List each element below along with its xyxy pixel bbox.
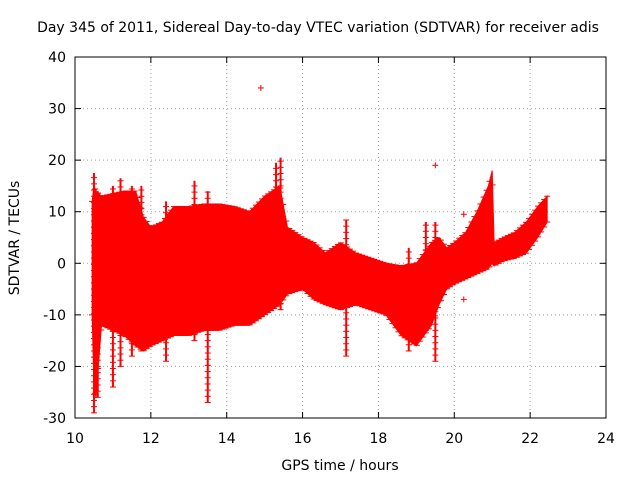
- x-axis-label: GPS time / hours: [281, 458, 398, 474]
- y-tick-label: -20: [43, 359, 66, 375]
- sdtvar-envelope: [91, 170, 548, 398]
- outlier-point: [460, 296, 467, 303]
- x-tick-label: 20: [445, 431, 463, 447]
- outlier-point: [460, 211, 467, 218]
- y-axis-label: SDTVAR / TECUs: [7, 181, 23, 296]
- outlier-point: [432, 162, 439, 169]
- y-tick-label: 30: [48, 102, 66, 118]
- x-tick-label: 22: [521, 431, 539, 447]
- x-tick-label: 16: [294, 431, 312, 447]
- data-layer: [89, 84, 551, 414]
- y-tick-label: 0: [57, 256, 66, 272]
- outlier-point: [257, 84, 264, 91]
- x-tick-label: 18: [370, 431, 388, 447]
- y-tick-label: 40: [48, 50, 66, 66]
- x-tick-label: 12: [142, 431, 160, 447]
- chart-title: Day 345 of 2011, Sidereal Day-to-day VTE…: [37, 20, 599, 36]
- y-tick-label: 20: [48, 153, 66, 169]
- axes-layer: 10 12 14 16 18 20 22 24 -30 -20 -10 0 10 20 30 40: [43, 50, 615, 447]
- x-tick-label: 24: [597, 431, 615, 447]
- plot-frame: [74, 56, 607, 419]
- x-tick-label: 14: [218, 431, 236, 447]
- x-tick-label: 10: [66, 431, 84, 447]
- y-tick-label: -10: [43, 308, 66, 324]
- y-tick-label: 10: [48, 205, 66, 221]
- y-tick-label: -30: [43, 411, 66, 427]
